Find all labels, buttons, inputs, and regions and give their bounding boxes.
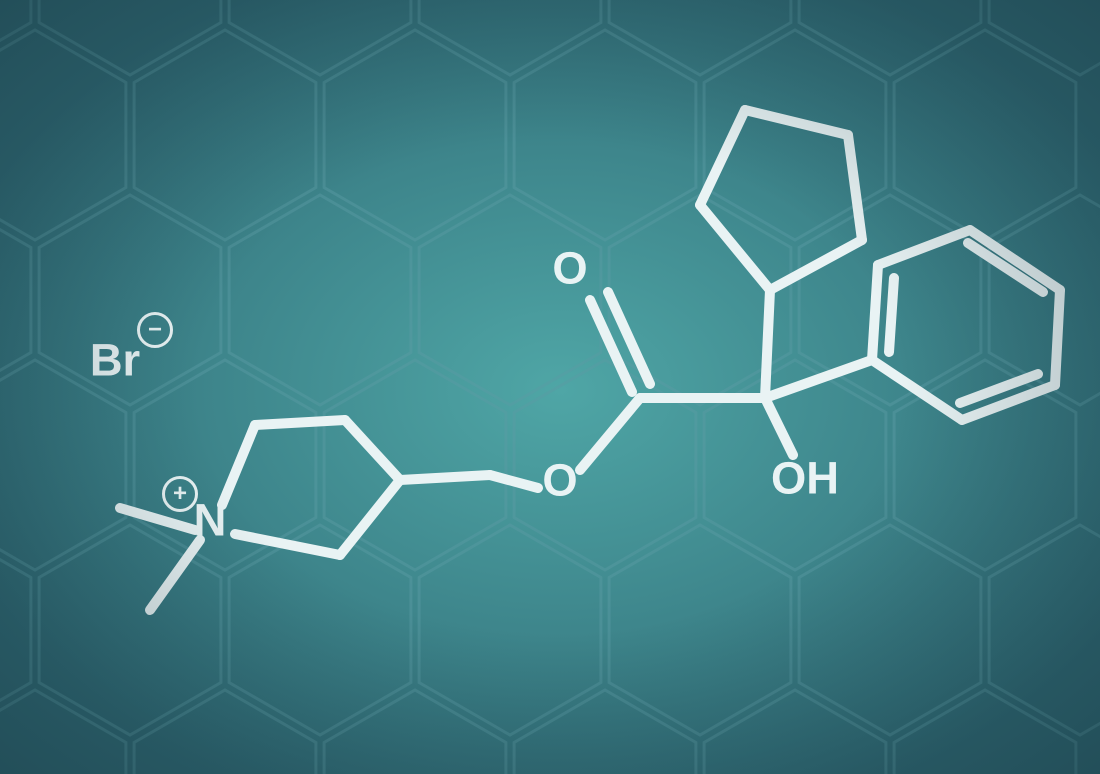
atom-label-br: Br bbox=[90, 337, 140, 382]
bond-cp_5_1 bbox=[770, 240, 862, 290]
bond-cp_2_3 bbox=[700, 110, 745, 205]
atom-label-n: N bbox=[194, 497, 227, 542]
bond-c8_cp1 bbox=[765, 290, 770, 398]
bond-ph_5_6 bbox=[878, 230, 970, 265]
atom-label-oh: OH bbox=[771, 455, 839, 500]
bond-ph_4_5 bbox=[970, 230, 1060, 290]
bond-c7_odbl_b bbox=[608, 292, 650, 384]
bond-cp_1_2 bbox=[700, 205, 770, 290]
bond-ph_1_2 bbox=[872, 360, 962, 420]
bond-pyr_c5_n bbox=[235, 534, 340, 555]
atom-label-o_dbl: O bbox=[552, 245, 587, 290]
bond-ph_3_4 bbox=[1055, 290, 1060, 385]
bond-n_me_lower bbox=[150, 540, 200, 610]
bond-oest_c7 bbox=[580, 398, 640, 470]
charge-br_minus: − bbox=[137, 312, 173, 348]
skeletal-formula bbox=[0, 0, 1100, 774]
bond-c8_oh bbox=[765, 398, 793, 455]
bond-ph_6_1 bbox=[872, 265, 878, 360]
bond-cp_4_5 bbox=[848, 135, 862, 240]
bond-pyr_c4_c5 bbox=[340, 480, 400, 555]
atom-label-o_est: O bbox=[542, 457, 577, 502]
molecule-figure: Br N O O OH − + bbox=[0, 0, 1100, 774]
bond-c4_c6 bbox=[400, 475, 490, 480]
charge-n_plus: + bbox=[162, 476, 198, 512]
bond-pyr_c3_c4 bbox=[345, 420, 400, 480]
bond-pyr_n_c2 bbox=[222, 425, 255, 505]
bond-ph_db_c bbox=[889, 278, 894, 352]
bond-cp_3_4 bbox=[745, 110, 848, 135]
bond-c7_odbl_a bbox=[590, 300, 632, 392]
bond-pyr_c2_c3 bbox=[255, 420, 345, 425]
bond-c8_ph1 bbox=[765, 360, 872, 398]
bond-c6_oest bbox=[490, 475, 538, 488]
